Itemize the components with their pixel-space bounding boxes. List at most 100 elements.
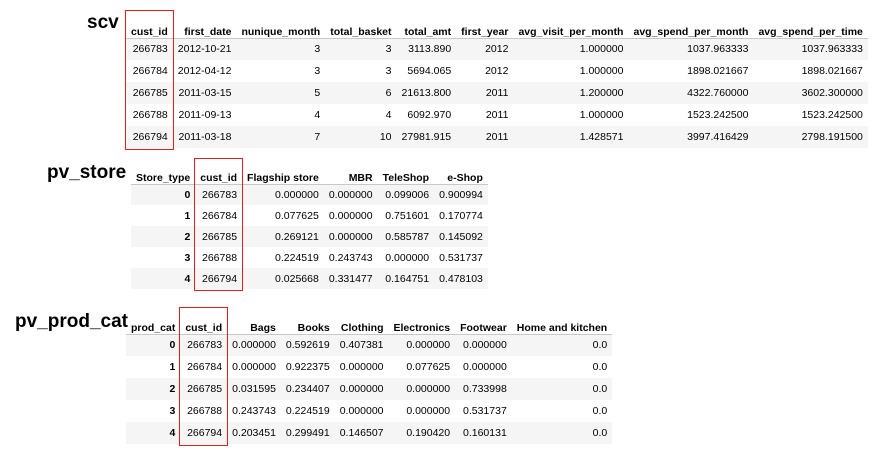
row-index: 1 [169,361,176,373]
cell-cust-id: 266784 [132,65,168,77]
cell-flagship-store: 0.000000 [275,188,319,201]
cell-flagship-store: 0.025668 [275,272,319,285]
cell-total-amt: 27981.915 [401,131,452,143]
cell-e-shop: 0.145092 [439,230,483,243]
cell-first-year: 2012 [485,65,509,77]
table-row: 4 266794 0.025668 0.331477 0.164751 0.478103 [131,268,488,289]
row-index: 4 [169,427,176,439]
cell-teleshop: 0.000000 [385,251,430,264]
scv-label: scv [87,12,119,33]
cell-bags: 0.243743 [232,405,276,417]
cell-nunique-month: 5 [314,87,321,99]
cell-nunique-month: 4 [314,109,321,121]
cell-bags: 0.000000 [232,339,276,352]
cell-home-and-kitchen: 0.0 [592,339,608,352]
cell-avg-spend-per-month: 1037.963333 [687,43,749,56]
column-header-books: Books [280,309,335,335]
cell-avg-spend-per-month: 3997.416429 [687,131,749,143]
table-row: 0 266783 0.000000 0.592619 0.407381 0.000000 0… [126,334,613,356]
column-header-clothing: Clothing [334,309,389,335]
cell-mbr: 0.331477 [328,272,373,285]
column-header-electronics: Electronics [388,309,456,335]
cell-total-amt: 6092.970 [407,109,452,121]
cell-e-shop: 0.478103 [439,272,483,285]
cell-avg-visit-per-month: 1.200000 [579,87,624,99]
cell-total-basket: 10 [379,131,392,143]
column-header-footwear: Footwear [455,309,512,335]
table-row: 1 266784 0.077625 0.000000 0.751601 0.170774 [131,205,488,226]
scv-table: cust_id first_date nunique_month total_bask… [126,12,868,148]
cell-cust-id: 266788 [187,405,223,417]
cell-avg-spend-per-time: 2798.191500 [801,131,863,143]
column-header-cust-id: cust_id [180,309,228,335]
cell-avg-visit-per-month: 1.428571 [579,131,624,143]
cell-electronics: 0.000000 [406,405,451,417]
cell-total-amt: 21613.800 [401,87,452,99]
table-row: 266794 2011-03-18 7 10 27981.915 2011 1.428571… [126,126,868,148]
cell-electronics: 0.000000 [406,383,451,395]
table-row: 266788 2011-09-13 4 4 6092.970 2011 1.000000 15… [126,104,868,126]
cell-bags: 0.000000 [232,361,276,373]
row-index: 2 [169,383,176,395]
pv-store-table: Store_type cust_id Flagship store MBR TeleSh… [131,160,488,289]
table-row: 0 266783 0.000000 0.000000 0.099006 0.900994 [131,184,488,205]
cell-clothing: 0.000000 [339,405,384,417]
cell-cust-id: 266784 [202,209,238,222]
cell-total-basket: 6 [385,87,392,99]
table-row: 2 266785 0.031595 0.234407 0.000000 0.000000 0… [126,378,613,400]
column-header-avg-visit-per-month: avg_visit_per_month [513,12,629,39]
table-row: 266783 2012-10-21 3 3 3113.890 2012 1.000000 10… [126,38,868,60]
cell-cust-id: 266784 [187,361,223,373]
cell-avg-visit-per-month: 1.000000 [579,109,624,121]
cell-mbr: 0.000000 [328,230,373,243]
pv-prod-cat-table: prod_cat cust_id Bags Books Clothing Electron… [126,309,613,444]
table-row: 3 266788 0.224519 0.243743 0.000000 0.531737 [131,247,488,268]
cell-total-basket: 3 [385,43,392,56]
table-row: 266785 2011-03-15 5 6 21613.800 2011 1.200000 4… [126,82,868,104]
cell-teleshop: 0.585787 [385,230,430,243]
cell-avg-spend-per-month: 4322.760000 [687,87,749,99]
index-name-header: Store_type [131,160,196,185]
cell-total-basket: 4 [385,109,392,121]
cell-electronics: 0.077625 [406,361,451,373]
row-index: 4 [184,272,191,285]
cell-cust-id: 266794 [132,131,168,143]
row-index: 0 [184,188,191,201]
column-header-total-basket: total_basket [325,12,397,39]
cell-e-shop: 0.531737 [439,251,483,264]
cell-avg-spend-per-time: 1898.021667 [801,65,863,77]
cell-teleshop: 0.099006 [385,188,430,201]
column-header-avg-spend-per-month: avg_spend_per_month [628,12,754,39]
cell-first-year: 2011 [485,109,509,121]
cell-books: 0.234407 [285,383,330,395]
cell-avg-spend-per-time: 3602.300000 [801,87,863,99]
row-index: 0 [169,339,176,352]
row-index: 3 [169,405,176,417]
table-row: 3 266788 0.243743 0.224519 0.000000 0.000000 0… [126,400,613,422]
cell-footwear: 0.000000 [462,361,507,373]
cell-e-shop: 0.170774 [439,209,483,222]
column-header-nunique-month: nunique_month [236,12,326,39]
cell-first-date: 2011-03-15 [178,87,232,99]
cell-avg-visit-per-month: 1.000000 [579,43,624,56]
column-header-teleshop: TeleShop [377,160,435,185]
cell-flagship-store: 0.224519 [275,251,319,264]
cell-avg-visit-per-month: 1.000000 [579,65,624,77]
column-header-mbr: MBR [323,160,378,185]
cell-home-and-kitchen: 0.0 [592,361,608,373]
column-header-first-date: first_date [172,12,237,39]
column-header-bags: Bags [227,309,281,335]
cell-footwear: 0.160131 [462,427,507,439]
cell-avg-spend-per-time: 1523.242500 [801,109,863,121]
column-header-flagship-store: Flagship store [242,160,324,185]
cell-books: 0.922375 [285,361,330,373]
table-row: 4 266794 0.203451 0.299491 0.146507 0.190420 0… [126,422,613,444]
cell-teleshop: 0.164751 [385,272,430,285]
cell-total-basket: 3 [385,65,392,77]
cell-nunique-month: 7 [314,131,321,143]
column-header-home-and-kitchen: Home and kitchen [511,309,613,335]
cell-footwear: 0.733998 [462,383,507,395]
cell-cust-id: 266788 [132,109,168,121]
column-header-cust-id: cust_id [126,12,173,39]
cell-clothing: 0.000000 [339,383,384,395]
